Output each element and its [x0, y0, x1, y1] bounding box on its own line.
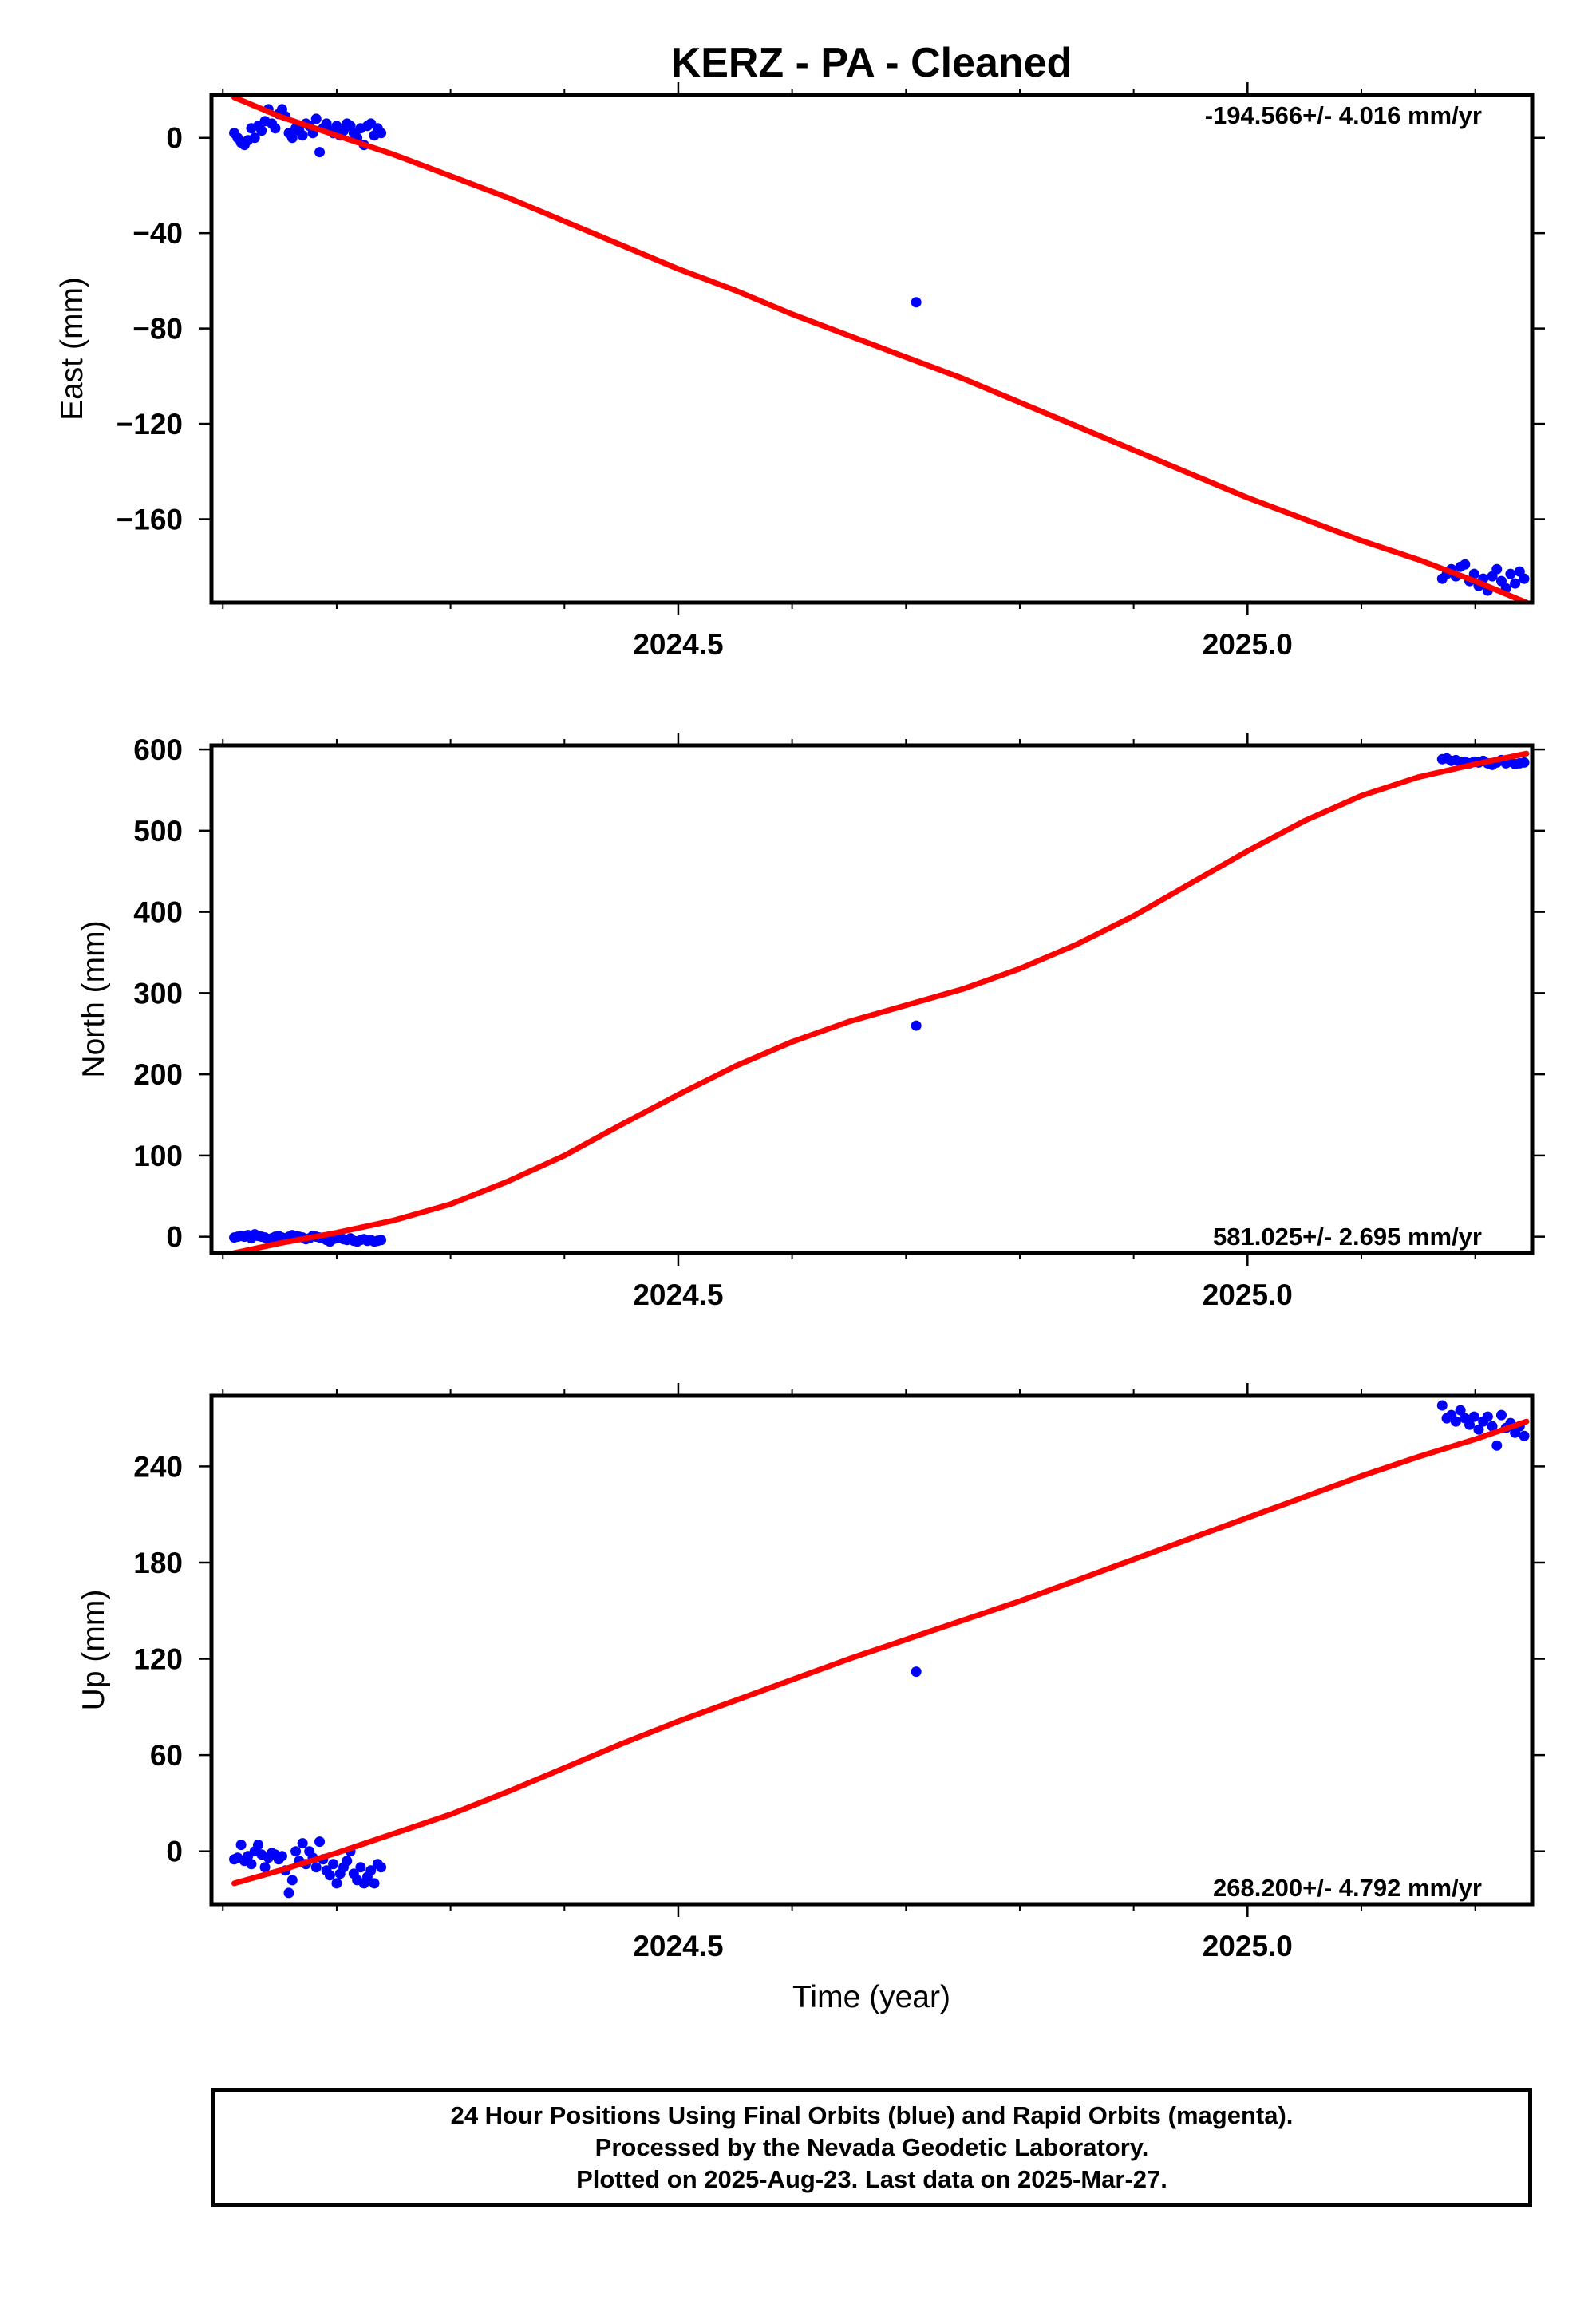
y-tick-label: 0 [166, 1836, 183, 1868]
x-tick-label: 2024.5 [633, 628, 723, 661]
y-tick-label: 400 [133, 896, 183, 929]
trend-line [231, 750, 1530, 1253]
data-point [1468, 1411, 1479, 1422]
y-tick-label: −160 [117, 503, 183, 536]
y-tick-label: 240 [133, 1450, 183, 1483]
data-point [283, 1887, 294, 1899]
y-tick-label: 180 [133, 1547, 183, 1579]
y-tick-label: −40 [132, 217, 183, 250]
y-tick-label: 200 [133, 1058, 183, 1091]
data-point [286, 1875, 298, 1886]
data-point [324, 1870, 335, 1881]
data-point [1519, 1430, 1530, 1441]
data-point [331, 1878, 342, 1889]
data-point [1455, 1405, 1466, 1416]
data-point [270, 123, 281, 134]
trend-line [231, 1418, 1530, 1887]
data-point [342, 1856, 353, 1867]
data-point [1487, 1421, 1498, 1432]
y-tick-label: 0 [166, 1221, 183, 1254]
footer-box: 24 Hour Positions Using Final Orbits (bl… [211, 2088, 1532, 2207]
plot-frame [209, 1393, 1535, 1907]
trend-line [231, 95, 1530, 603]
data-point [235, 1840, 247, 1851]
data-point [310, 113, 322, 124]
data-point [1491, 1440, 1503, 1451]
chart-title: KERZ - PA - Cleaned [671, 40, 1073, 86]
data-point [911, 1666, 922, 1678]
up-panel: 2024.5 2025.0 240 180 120 60 0 Up (mm) 268.200+/… [77, 1383, 1545, 1962]
plot-frame [209, 743, 1535, 1255]
plot-area [229, 1400, 1530, 1899]
data-point [314, 147, 326, 158]
data-point [1510, 578, 1521, 589]
y-tick-label: 500 [133, 815, 183, 848]
x-axis-title: Time (year) [792, 1980, 950, 2014]
data-point [911, 1020, 922, 1031]
data-point [286, 132, 298, 144]
data-point [297, 130, 308, 141]
y-tick-label: 300 [133, 977, 183, 1010]
y-tick-label: −80 [132, 313, 183, 346]
data-point [376, 128, 387, 139]
data-point [376, 1862, 387, 1873]
data-point [276, 1851, 287, 1862]
data-point [1460, 559, 1471, 570]
data-point [246, 1859, 257, 1870]
data-point [1450, 1416, 1461, 1427]
rate-label: 268.200+/- 4.792 mm/yr [1213, 1874, 1482, 1902]
footer-line-processed: Processed by the Nevada Geodetic Laborat… [595, 2133, 1149, 2161]
data-point [310, 1862, 322, 1873]
plot-area [229, 95, 1530, 603]
data-point [259, 1862, 271, 1873]
y-tick-label: 100 [133, 1140, 183, 1172]
data-point [1519, 757, 1530, 768]
y-tick-label: 600 [133, 733, 183, 766]
rate-label: -194.566+/- 4.016 mm/yr [1205, 101, 1482, 129]
data-point [1491, 563, 1503, 575]
data-point [369, 1878, 380, 1889]
data-point [911, 297, 922, 308]
data-point [249, 132, 260, 144]
x-tick-label: 2025.0 [1203, 1930, 1293, 1962]
x-tick-label: 2024.5 [633, 1930, 723, 1962]
data-point [376, 1235, 387, 1246]
y-tick-label: −120 [117, 408, 183, 441]
data-point [1495, 1409, 1507, 1421]
data-point [328, 1859, 339, 1870]
footer-line-plotted: Plotted on 2025-Aug-23. Last data on 202… [576, 2165, 1167, 2193]
data-point [365, 1865, 377, 1876]
data-point [1464, 1419, 1476, 1430]
x-tick-label: 2025.0 [1203, 1279, 1293, 1311]
data-point [314, 1836, 326, 1848]
data-point [1482, 1411, 1493, 1422]
north-panel: 2024.5 2025.0 600 500 400 300 200 100 0 North (mm… [77, 733, 1545, 1311]
data-point [1519, 573, 1530, 584]
plot-area [229, 750, 1530, 1253]
y-tick-label: 60 [150, 1739, 183, 1772]
data-point [1505, 568, 1516, 579]
rate-label: 581.025+/- 2.695 mm/yr [1213, 1223, 1482, 1251]
data-point [1468, 568, 1479, 579]
plot-frame [209, 93, 1535, 605]
data-point [290, 1846, 302, 1857]
east-panel: 2024.5 2025.0 0 −40 −80 −120 −160 East (mm) -194… [55, 82, 1545, 661]
footer-line-orbits: 24 Hour Positions Using Final Orbits (bl… [450, 2101, 1294, 2129]
x-tick-label: 2024.5 [633, 1279, 723, 1311]
data-point [297, 1838, 308, 1849]
y-axis-title: North (mm) [77, 920, 111, 1077]
data-point [1436, 1400, 1448, 1411]
data-point [1473, 1424, 1484, 1435]
y-axis-title: Up (mm) [77, 1590, 111, 1711]
y-tick-label: 0 [166, 122, 183, 155]
data-point [252, 1840, 263, 1851]
data-point [256, 125, 267, 136]
y-axis-title: East (mm) [55, 277, 89, 421]
y-tick-label: 120 [133, 1643, 183, 1676]
x-tick-label: 2025.0 [1203, 628, 1293, 661]
data-point [355, 1862, 366, 1873]
